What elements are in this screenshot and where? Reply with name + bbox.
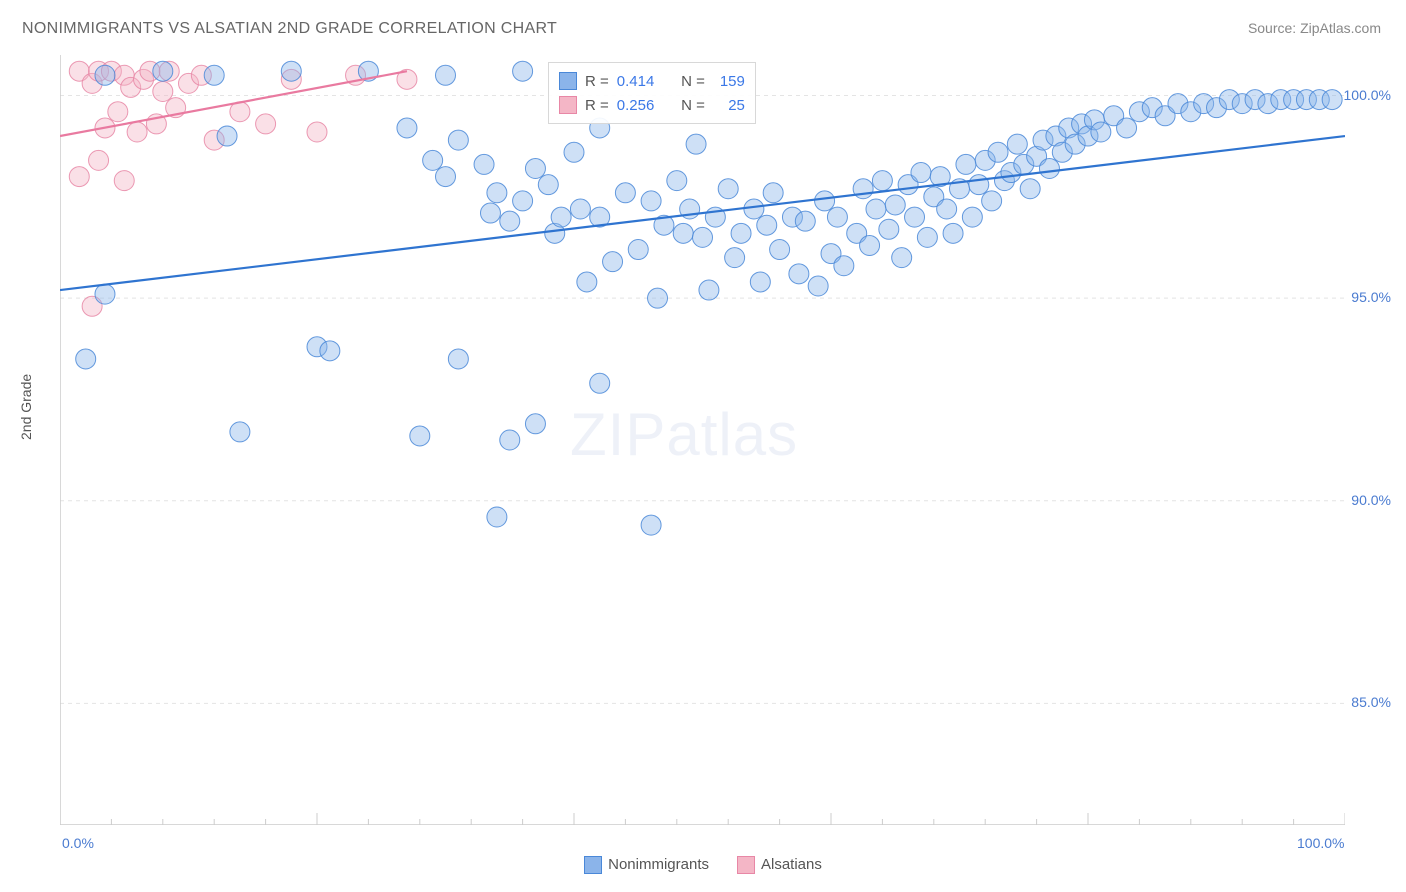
legend-label-blue: Nonimmigrants [608, 856, 709, 873]
stats-swatch-pink [559, 96, 577, 114]
y-tick-label: 95.0% [1331, 289, 1391, 305]
stats-R-value: 0.256 [617, 97, 657, 114]
y-tick-label: 85.0% [1331, 694, 1391, 710]
scatter-plot [60, 55, 1345, 825]
y-tick-label: 100.0% [1331, 87, 1391, 103]
stats-N-label: N = [681, 97, 705, 114]
correlation-stats-box: R = 0.414 N = 159R = 0.256 N = 25 [548, 62, 756, 124]
chart-title: NONIMMIGRANTS VS ALSATIAN 2ND GRADE CORR… [22, 20, 557, 38]
stats-swatch-blue [559, 72, 577, 90]
stats-R-label: R = [585, 73, 609, 90]
source-label: Source: ZipAtlas.com [1248, 20, 1381, 36]
stats-R-label: R = [585, 97, 609, 114]
source-name: ZipAtlas.com [1300, 20, 1381, 36]
bottom-legend: Nonimmigrants Alsatians [0, 856, 1406, 874]
x-tick-label: 0.0% [62, 835, 94, 851]
stats-N-value: 159 [713, 73, 745, 90]
legend-swatch-blue [584, 856, 602, 874]
y-tick-label: 90.0% [1331, 492, 1391, 508]
stats-row-blue: R = 0.414 N = 159 [559, 69, 745, 93]
source-prefix: Source: [1248, 20, 1300, 36]
stats-N-label: N = [681, 73, 705, 90]
y-axis-label: 2nd Grade [18, 374, 34, 440]
legend-label-pink: Alsatians [761, 856, 822, 873]
stats-R-value: 0.414 [617, 73, 657, 90]
legend-item-nonimmigrants: Nonimmigrants [584, 856, 709, 874]
x-tick-label: 100.0% [1297, 835, 1344, 851]
stats-row-pink: R = 0.256 N = 25 [559, 93, 745, 117]
stats-N-value: 25 [713, 97, 745, 114]
legend-item-alsatians: Alsatians [737, 856, 822, 874]
legend-swatch-pink [737, 856, 755, 874]
